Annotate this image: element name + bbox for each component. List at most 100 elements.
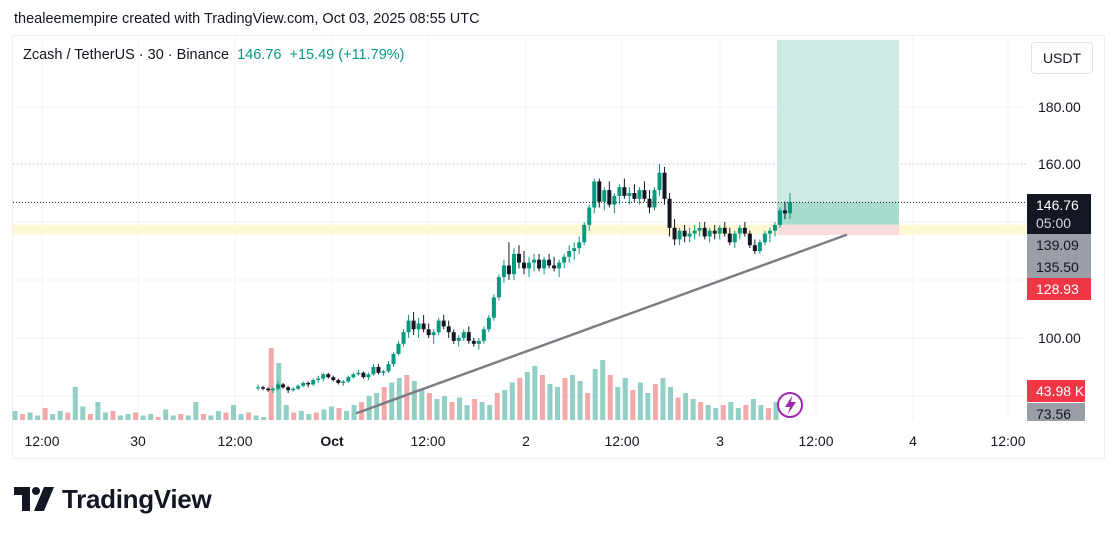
- chart-credit: thealeemempire created with TradingView.…: [14, 11, 480, 27]
- y-tick-label: 180.00: [1038, 99, 1081, 115]
- candle-body: [266, 388, 271, 391]
- support-zone: [13, 224, 1026, 236]
- currency-button[interactable]: USDT: [1031, 42, 1093, 74]
- volume-bar: [246, 412, 252, 420]
- price-tag: [1027, 256, 1091, 278]
- volume-bar: [404, 375, 410, 420]
- candle-body: [727, 233, 732, 243]
- symbol-change: +15.49 (+11.79%): [289, 47, 405, 63]
- price-tag: [1027, 380, 1085, 402]
- candle-body: [371, 367, 376, 375]
- volume-bar: [231, 405, 237, 420]
- candle-body: [767, 230, 772, 234]
- volume-bar: [200, 414, 206, 420]
- volume-bar: [547, 384, 553, 420]
- x-tick-label: 4: [909, 433, 917, 449]
- candle-body: [516, 253, 521, 263]
- candles: [256, 164, 792, 394]
- volume-bar: [773, 402, 779, 420]
- price-tag-value: 139.09: [1036, 237, 1079, 253]
- volume-bar: [163, 409, 169, 420]
- candle-body: [411, 320, 416, 330]
- candle-body: [742, 227, 747, 234]
- candle-body: [717, 227, 722, 234]
- volume-bar: [705, 405, 711, 420]
- volume-bar: [660, 378, 666, 420]
- volume-bar: [12, 411, 18, 420]
- volume-bar: [645, 393, 651, 420]
- volume-bar: [690, 399, 696, 420]
- volume-bar: [215, 411, 221, 420]
- volume-bar: [585, 393, 591, 420]
- y-tick-label: 100.00: [1038, 330, 1081, 346]
- y-tick-label: 160.00: [1038, 156, 1081, 172]
- candle-body: [677, 230, 682, 240]
- volume-bar: [328, 406, 334, 420]
- volume-bar: [20, 414, 26, 420]
- candle-body: [582, 224, 587, 243]
- volume-bar: [193, 402, 199, 420]
- candle-body: [466, 332, 471, 341]
- stop-zone[interactable]: [777, 224, 899, 236]
- candle-body: [702, 227, 707, 237]
- candle-body: [366, 374, 371, 378]
- candle-body: [682, 230, 687, 237]
- candle-body: [416, 323, 421, 330]
- volume-bar: [675, 397, 681, 420]
- x-tick-label: 12:00: [217, 433, 252, 449]
- candle-body: [667, 198, 672, 228]
- alert-bolt-icon[interactable]: [777, 392, 803, 418]
- candle-body: [471, 340, 476, 344]
- candle-body: [762, 233, 767, 243]
- candle-body: [627, 193, 632, 196]
- volume-bar: [133, 412, 139, 420]
- x-tick-label: 12:00: [24, 433, 59, 449]
- candle-body: [421, 323, 426, 330]
- price-tag-value: 135.50: [1036, 259, 1079, 275]
- candle-body: [612, 195, 617, 205]
- candle-body: [286, 387, 291, 391]
- volume-bar: [652, 384, 658, 420]
- trendline[interactable]: [355, 233, 848, 415]
- candle-body: [642, 190, 647, 199]
- candle-body: [476, 340, 481, 344]
- volume-bar: [577, 381, 583, 420]
- candle-body: [326, 374, 331, 378]
- candle-body: [496, 277, 501, 298]
- volume-bar: [630, 390, 636, 420]
- candle-body: [406, 320, 411, 333]
- candle-body: [341, 381, 346, 383]
- volume-bar: [592, 369, 598, 420]
- candle-body: [692, 230, 697, 234]
- candle-body: [592, 181, 597, 208]
- candle-body: [547, 259, 552, 266]
- symbol-name: Zcash / TetherUS · 30 · Binance: [23, 47, 230, 63]
- candle-body: [777, 210, 782, 225]
- candle-body: [456, 338, 461, 341]
- candle-body: [577, 242, 582, 249]
- position-zones: [13, 40, 1026, 236]
- volume-bar: [223, 412, 229, 420]
- volume-bar: [735, 408, 741, 420]
- profit-fill: [777, 202, 899, 225]
- candle-body: [336, 380, 341, 383]
- volume-bar: [479, 402, 485, 420]
- candle-body: [316, 378, 321, 381]
- volume-bar: [434, 399, 440, 420]
- candle-body: [296, 385, 301, 389]
- volume-bar: [313, 412, 319, 420]
- volume-bar: [102, 412, 108, 420]
- target-zone[interactable]: [777, 40, 899, 225]
- candle-body: [772, 224, 777, 231]
- volume-bar: [449, 402, 455, 420]
- brand-name: TradingView: [62, 483, 212, 514]
- candle-body: [697, 227, 702, 231]
- candle-body: [672, 227, 677, 240]
- x-tick-label: 3: [716, 433, 724, 449]
- volume-bar: [607, 375, 613, 420]
- candle-body: [426, 329, 431, 336]
- volume-bar: [622, 378, 628, 420]
- volume-bar: [35, 415, 41, 420]
- candle-body: [451, 332, 456, 341]
